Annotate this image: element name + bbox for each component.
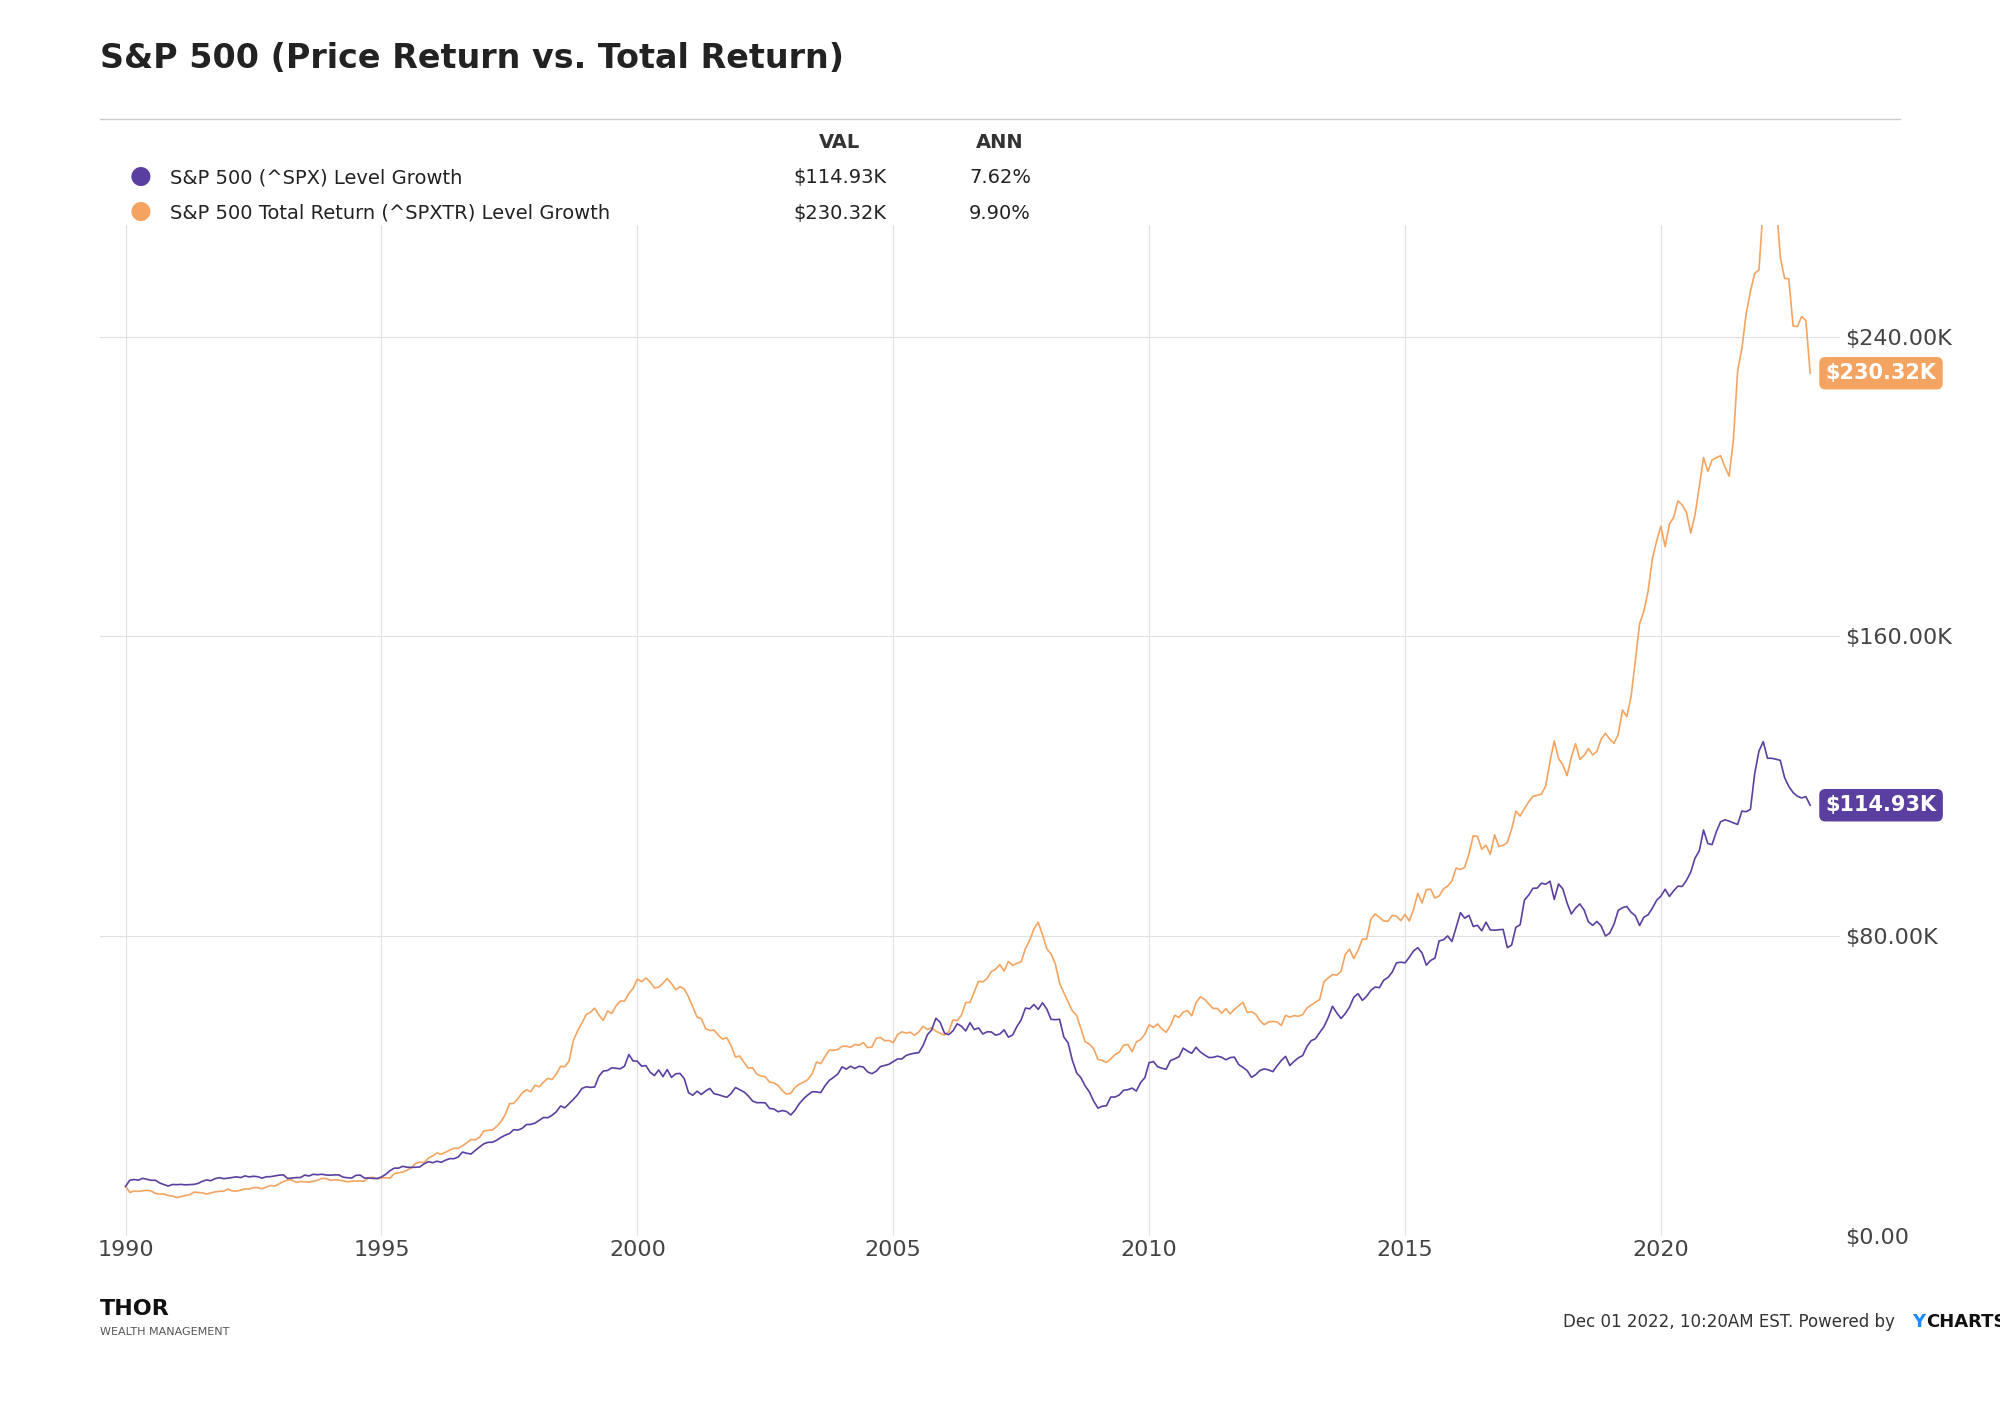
Text: 7.62%: 7.62% (968, 168, 1032, 188)
Text: S&P 500 (Price Return vs. Total Return): S&P 500 (Price Return vs. Total Return) (100, 42, 844, 76)
Text: Y: Y (1912, 1313, 1926, 1331)
Text: Dec 01 2022, 10:20AM EST. Powered by: Dec 01 2022, 10:20AM EST. Powered by (1562, 1313, 1900, 1331)
Text: CHARTS: CHARTS (1926, 1313, 2000, 1331)
Text: ●: ● (130, 199, 152, 223)
Text: VAL: VAL (820, 133, 860, 153)
Text: WEALTH MANAGEMENT: WEALTH MANAGEMENT (100, 1327, 230, 1337)
Text: ●: ● (130, 164, 152, 188)
Text: $230.32K: $230.32K (1826, 364, 1936, 383)
Text: ANN: ANN (976, 133, 1024, 153)
Text: 9.90%: 9.90% (970, 204, 1030, 223)
Text: S&P 500 (^SPX) Level Growth: S&P 500 (^SPX) Level Growth (170, 168, 462, 188)
Text: $114.93K: $114.93K (794, 168, 886, 188)
Text: S&P 500 Total Return (^SPXTR) Level Growth: S&P 500 Total Return (^SPXTR) Level Grow… (170, 204, 610, 223)
Text: $114.93K: $114.93K (1826, 795, 1936, 816)
Text: THOR: THOR (100, 1299, 170, 1318)
Text: $230.32K: $230.32K (794, 204, 886, 223)
